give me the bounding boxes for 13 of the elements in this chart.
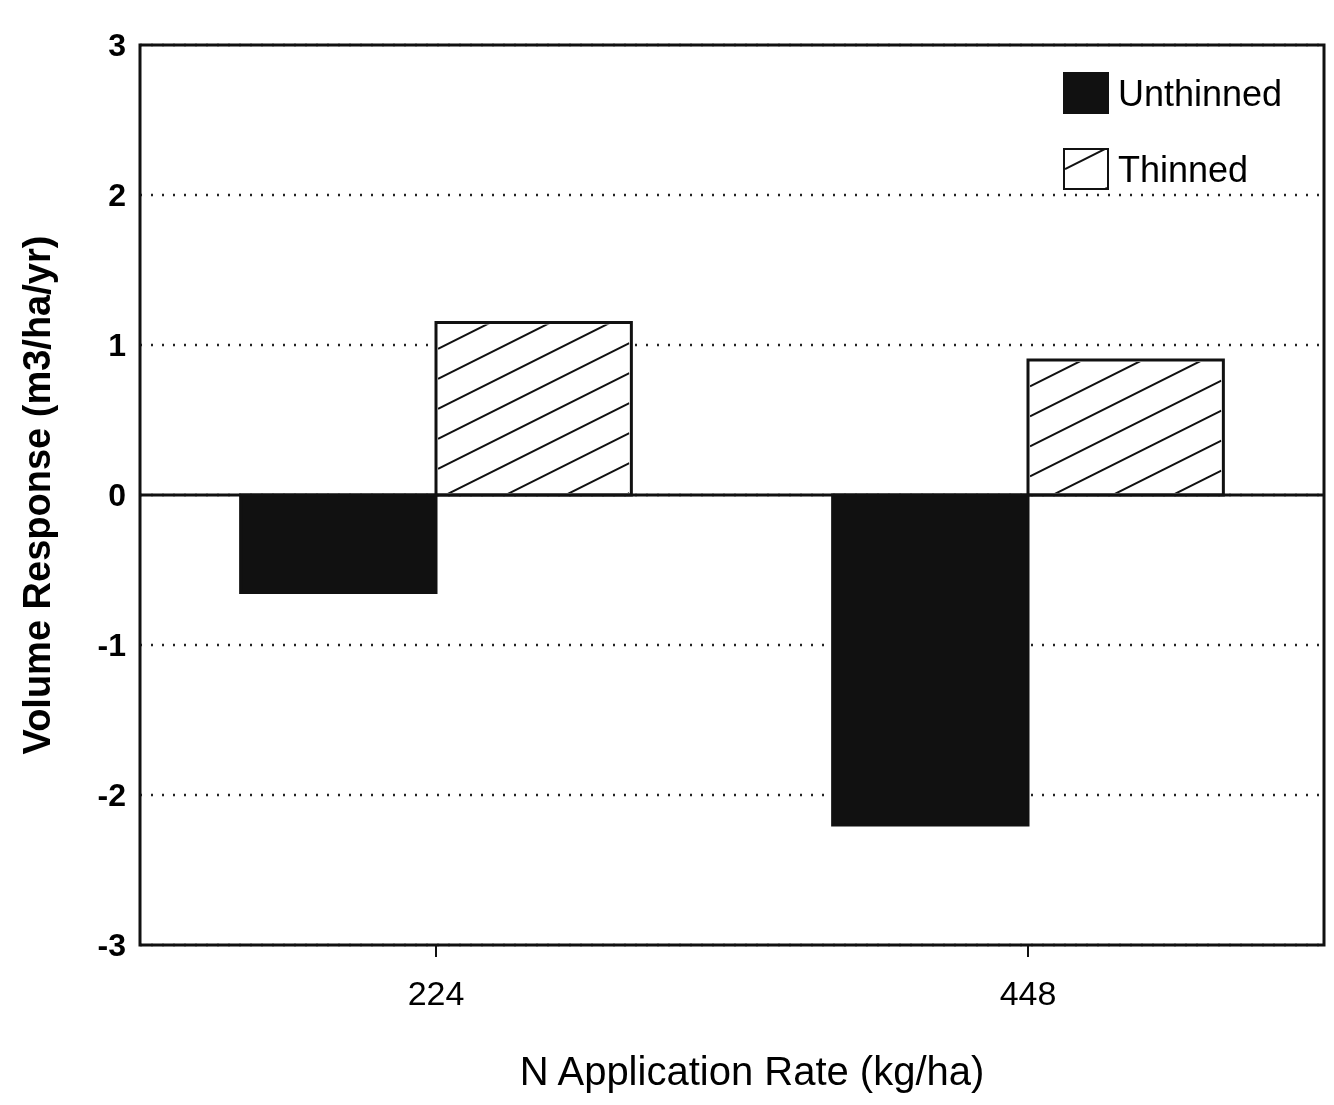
y-axis-title: Volume Response (m3/ha/yr)	[16, 235, 58, 755]
x-tick-label: 448	[999, 974, 1057, 1012]
y-tick-label: 3	[108, 27, 126, 64]
y-tick-label: -3	[97, 927, 126, 964]
y-tick-label: 0	[108, 477, 126, 514]
x-tick-label: 224	[407, 974, 465, 1012]
y-tick-label: 1	[108, 327, 126, 364]
legend-label: Unthinned	[1118, 72, 1283, 114]
legend-label: Thinned	[1118, 148, 1249, 190]
y-tick-label: 2	[108, 177, 126, 214]
x-axis-title: N Application Rate (kg/ha)	[519, 1049, 985, 1093]
y-tick-label: -1	[97, 627, 126, 664]
y-tick-label: -2	[97, 777, 126, 814]
